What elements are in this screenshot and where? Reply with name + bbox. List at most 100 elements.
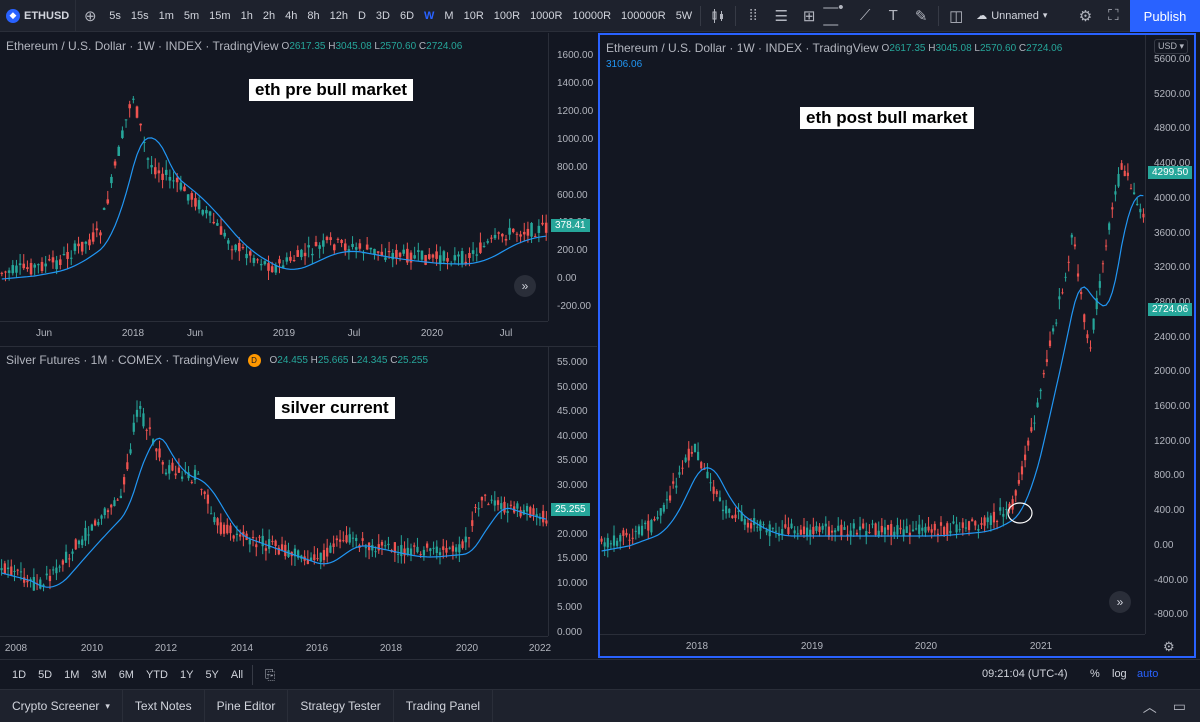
brush-tool-icon[interactable]: ✎ <box>914 7 928 25</box>
timeframe-w[interactable]: W <box>424 9 435 22</box>
timeframe-15m[interactable]: 15m <box>209 9 231 22</box>
time-axis[interactable]: 2008 2010 2012 2014 2016 2018 2020 2022 <box>0 636 552 658</box>
compare-add-icon[interactable]: ⊕ <box>83 7 97 25</box>
timeframe-1m[interactable]: 1m <box>158 9 174 22</box>
timeframe-15s[interactable]: 15s <box>130 9 149 22</box>
price-tick: 15.000 <box>557 553 588 564</box>
settings-gear-icon[interactable]: ⚙ <box>1078 7 1093 25</box>
tab-label: Strategy Tester <box>300 699 381 713</box>
timeframe-3d[interactable]: 3D <box>375 9 390 22</box>
price-tick: 3600.00 <box>1154 227 1191 239</box>
scroll-to-realtime-icon[interactable]: » <box>1109 591 1131 613</box>
fullscreen-icon[interactable]: ⛶ <box>1108 7 1119 24</box>
timeframe-100000r[interactable]: 100000R <box>621 9 666 22</box>
range-bar: 1D 5D 1M 3M 6M YTD 1Y 5Y All ⎘ 09:21:04 (UTC-4) … <box>0 659 1200 689</box>
text-tool-icon[interactable]: T <box>888 7 898 24</box>
range-1m[interactable]: 1M <box>64 668 80 681</box>
price-tick: 2400.00 <box>1154 331 1191 343</box>
timeframe-5w[interactable]: 5W <box>675 9 693 22</box>
timeframe-1000r[interactable]: 1000R <box>530 9 563 22</box>
range-3m[interactable]: 3M <box>91 668 107 681</box>
pane-silver[interactable]: Silver Futures · 1M · COMEX · TradingVie… <box>0 346 597 658</box>
timeframe-100r[interactable]: 100R <box>493 9 521 22</box>
collapse-chevron-up-icon[interactable]: ︿ <box>1142 698 1157 715</box>
time-axis[interactable]: 2018 2019 2020 2021 <box>600 634 1145 656</box>
percent-toggle[interactable]: % <box>1090 668 1100 680</box>
tab-pine-editor[interactable]: Pine Editor <box>205 689 289 722</box>
candlestick-chart[interactable] <box>0 347 548 636</box>
layout-icon[interactable]: ◫ <box>949 7 964 25</box>
pane-eth-pre[interactable]: Ethereum / U.S. Dollar · 1W · INDEX · Tr… <box>0 33 597 345</box>
tab-trading-panel[interactable]: Trading Panel <box>394 689 494 722</box>
range-1d[interactable]: 1D <box>12 668 27 681</box>
price-tick: 4000.00 <box>1154 192 1191 204</box>
auto-toggle[interactable]: auto <box>1137 668 1159 680</box>
timeframe-m[interactable]: M <box>444 9 454 22</box>
log-toggle[interactable]: log <box>1112 668 1127 680</box>
candlestick-chart[interactable] <box>0 33 548 321</box>
price-tick: 1000.00 <box>557 133 594 145</box>
horizontal-line-icon[interactable]: —•— <box>823 0 844 33</box>
timeframe-10000r[interactable]: 10000R <box>572 9 612 22</box>
layout-name-button[interactable]: ☁ Unnamed ▾ <box>970 9 1053 23</box>
axis-settings-gear-icon[interactable]: ⚙ <box>1163 639 1175 654</box>
timeframe-1h[interactable]: 1h <box>240 9 253 22</box>
symbol-search[interactable]: ◆ ETHUSD <box>0 0 77 32</box>
price-tick: 5200.00 <box>1154 88 1191 100</box>
price-axis[interactable]: USD ▾ 5600.00 5200.00 4800.00 4400.00 4000.0… <box>1145 35 1194 634</box>
candlestick-chart[interactable] <box>600 35 1145 634</box>
layout-name: Unnamed <box>991 9 1039 22</box>
timeframe-10r[interactable]: 10R <box>463 9 484 22</box>
divider <box>938 5 940 26</box>
price-tick: 55.000 <box>557 357 588 368</box>
range-all[interactable]: All <box>230 668 244 681</box>
price-tick: 1600.00 <box>557 50 594 61</box>
clock-timezone[interactable]: 09:21:04 (UTC-4) <box>982 668 1068 680</box>
timeframe-5s[interactable]: 5s <box>109 9 121 22</box>
time-tick: Jun <box>186 328 204 339</box>
scroll-to-realtime-icon[interactable]: » <box>514 275 536 297</box>
divider <box>735 5 737 26</box>
pattern-tool-icon[interactable]: ⊞ <box>802 7 816 25</box>
price-axis[interactable]: 1600.00 1400.00 1200.00 1000.00 800.00 600.00… <box>548 33 597 321</box>
timeframe-4h[interactable]: 4h <box>285 9 298 22</box>
range-1y[interactable]: 1Y <box>179 668 194 681</box>
timeframe-6d[interactable]: 6D <box>399 9 415 22</box>
range-5y[interactable]: 5Y <box>205 668 219 681</box>
price-tick: 10.000 <box>557 577 588 589</box>
last-price-label: 378.41 <box>551 219 590 232</box>
maximize-icon[interactable]: ▭ <box>1172 698 1186 714</box>
range-5d[interactable]: 5D <box>38 668 53 681</box>
price-axis[interactable]: 55.00050.00045.00040.00035.00030.00025.0… <box>548 347 597 638</box>
range-ytd[interactable]: YTD <box>145 668 168 681</box>
legend-title: Ethereum / U.S. Dollar · 1W · INDEX · Tr… <box>6 39 279 53</box>
timeframe-d[interactable]: D <box>357 9 366 22</box>
tab-text-notes[interactable]: Text Notes <box>123 689 205 722</box>
goto-date-icon[interactable]: ⎘ <box>264 666 276 682</box>
timeframe-12h[interactable]: 12h <box>329 9 348 22</box>
trend-line-icon[interactable]: ⟋ <box>859 7 871 24</box>
drag-handle-icon[interactable]: ⁞⁞ <box>749 7 758 24</box>
time-tick: 2022 <box>528 643 552 654</box>
timeframe-8h[interactable]: 8h <box>307 9 320 22</box>
time-axis[interactable]: Jun 2018 Jun 2019 Jul 2020 Jul <box>0 321 548 345</box>
tab-strategy-tester[interactable]: Strategy Tester <box>288 689 394 722</box>
fib-tool-icon[interactable]: ☰ <box>774 7 788 25</box>
price-tick: 0.000 <box>557 626 583 638</box>
range-6m[interactable]: 6M <box>118 668 134 681</box>
price-tick: 800.00 <box>557 161 588 173</box>
pane-eth-post[interactable]: Ethereum / U.S. Dollar · 1W · INDEX · Tr… <box>598 33 1196 658</box>
price-tick: 1200.00 <box>1154 435 1191 447</box>
price-tick: 5600.00 <box>1154 54 1191 65</box>
legend-ohlc: O2617.35 H3045.08 L2570.60 C2724.06 <box>881 42 1063 54</box>
currency-selector[interactable]: USD ▾ <box>1154 39 1189 54</box>
chevron-down-icon[interactable]: ▾ <box>105 700 110 711</box>
time-tick: 2019 <box>272 328 296 339</box>
price-tick: -200.00 <box>557 301 591 313</box>
time-tick: 2020 <box>914 641 938 652</box>
timeframe-2h[interactable]: 2h <box>262 9 276 22</box>
publish-button[interactable]: Publish <box>1130 0 1200 32</box>
timeframe-5m[interactable]: 5m <box>183 9 200 22</box>
candles-style-icon[interactable] <box>704 0 732 32</box>
tab-crypto-screener[interactable]: Crypto Screener ▾ <box>0 689 123 722</box>
